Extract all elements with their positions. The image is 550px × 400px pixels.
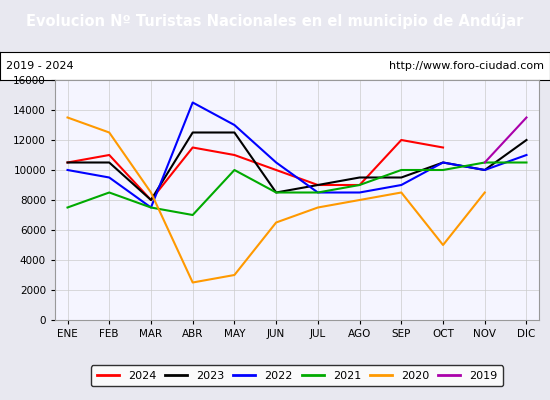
Legend: 2024, 2023, 2022, 2021, 2020, 2019: 2024, 2023, 2022, 2021, 2020, 2019 — [91, 365, 503, 386]
Text: http://www.foro-ciudad.com: http://www.foro-ciudad.com — [389, 61, 544, 71]
Text: Evolucion Nº Turistas Nacionales en el municipio de Andújar: Evolucion Nº Turistas Nacionales en el m… — [26, 13, 524, 29]
Text: 2019 - 2024: 2019 - 2024 — [6, 61, 73, 71]
